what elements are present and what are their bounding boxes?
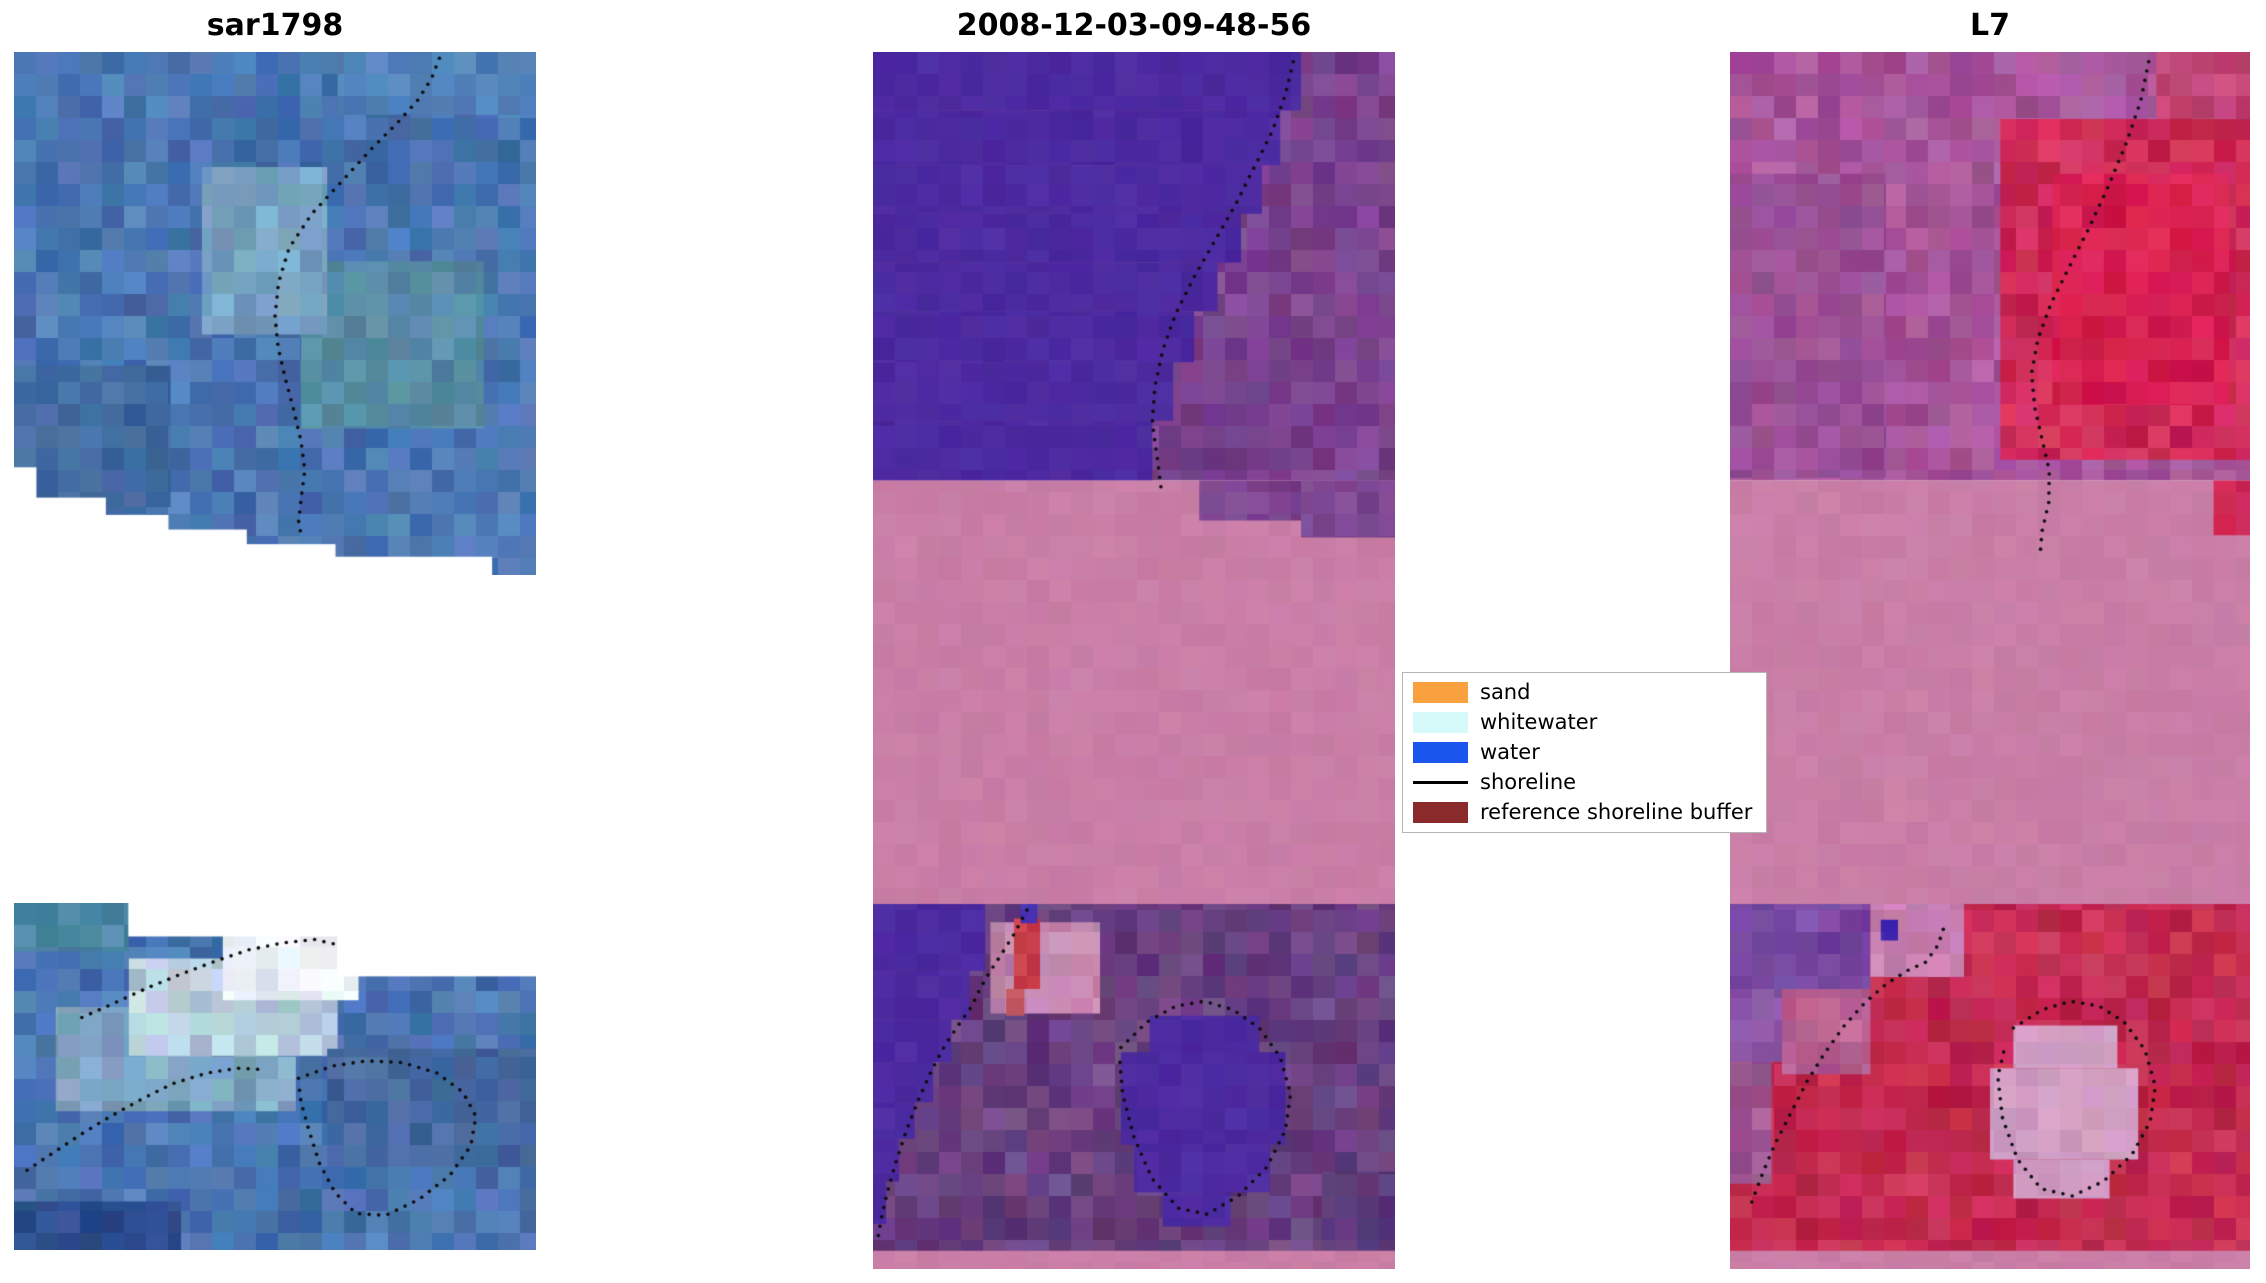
- sar-image-top: [14, 52, 536, 575]
- whitewater-swatch: [1413, 712, 1468, 733]
- legend: sand whitewater water shoreline referenc…: [1402, 672, 1768, 833]
- legend-label-water: water: [1480, 740, 1540, 764]
- legend-label-sand: sand: [1480, 680, 1531, 704]
- legend-item-whitewater: whitewater: [1413, 712, 1752, 733]
- legend-label-whitewater: whitewater: [1480, 710, 1598, 734]
- sand-swatch: [1413, 682, 1468, 703]
- classified-image: [873, 52, 1395, 1269]
- panel-title-sar: sar1798: [206, 8, 344, 43]
- shoreline-line-swatch: [1413, 781, 1468, 784]
- reference-buffer-swatch: [1413, 802, 1468, 823]
- legend-label-reference-buffer: reference shoreline buffer: [1480, 800, 1753, 824]
- legend-item-water: water: [1413, 742, 1752, 763]
- legend-item-shoreline: shoreline: [1413, 772, 1752, 793]
- l7-image: [1730, 52, 2250, 1269]
- water-swatch: [1413, 742, 1468, 763]
- panel-title-classified: 2008-12-03-09-48-56: [956, 8, 1312, 43]
- legend-item-reference-buffer: reference shoreline buffer: [1413, 802, 1752, 823]
- sar-image-bottom: [14, 903, 536, 1250]
- panel-title-l7: L7: [1970, 8, 2010, 43]
- legend-label-shoreline: shoreline: [1480, 770, 1577, 794]
- legend-item-sand: sand: [1413, 682, 1752, 703]
